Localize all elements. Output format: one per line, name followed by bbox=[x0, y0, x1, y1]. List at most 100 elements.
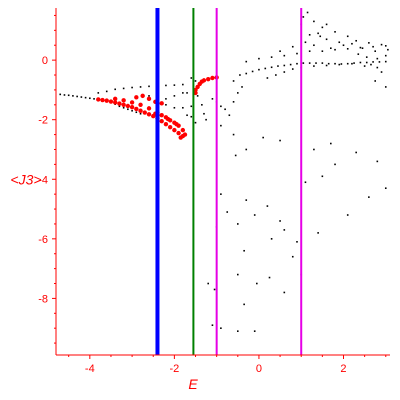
black-data-point bbox=[173, 95, 176, 97]
black-data-point bbox=[363, 65, 366, 67]
black-data-point bbox=[359, 61, 362, 64]
black-data-point bbox=[131, 109, 133, 112]
black-data-point bbox=[330, 142, 332, 145]
red-data-point bbox=[129, 104, 135, 110]
black-data-point bbox=[236, 92, 239, 94]
black-data-point bbox=[374, 80, 377, 82]
red-data-point bbox=[108, 99, 114, 104]
black-data-point bbox=[186, 114, 188, 117]
black-data-point bbox=[228, 114, 231, 117]
black-data-point bbox=[173, 84, 176, 86]
black-data-point bbox=[351, 62, 353, 65]
red-data-point bbox=[146, 106, 152, 111]
black-data-point bbox=[374, 50, 377, 52]
black-data-point bbox=[139, 86, 142, 88]
black-data-point bbox=[80, 96, 83, 98]
black-data-point bbox=[135, 111, 138, 114]
black-data-point bbox=[118, 105, 121, 108]
black-data-point bbox=[380, 71, 383, 73]
black-data-point bbox=[243, 249, 245, 252]
black-data-point bbox=[384, 54, 387, 57]
red-data-point bbox=[174, 121, 179, 127]
black-data-point bbox=[306, 11, 309, 14]
black-data-point bbox=[224, 108, 226, 111]
black-data-point bbox=[378, 61, 381, 63]
y-tick-label: -4 bbox=[38, 174, 48, 186]
red-data-point bbox=[138, 102, 143, 108]
black-data-point bbox=[279, 220, 281, 222]
black-data-point bbox=[232, 80, 235, 82]
black-data-point bbox=[304, 181, 307, 184]
red-data-point bbox=[112, 96, 118, 102]
black-data-point bbox=[270, 56, 273, 58]
black-data-point bbox=[122, 106, 125, 109]
x-tick-label: 0 bbox=[256, 363, 262, 375]
x-tick-label: -2 bbox=[169, 363, 179, 375]
black-data-point bbox=[201, 104, 203, 106]
red-data-point bbox=[129, 100, 135, 105]
red-data-point bbox=[140, 93, 145, 99]
black-data-point bbox=[334, 62, 336, 65]
black-data-point bbox=[334, 48, 336, 51]
black-data-point bbox=[268, 276, 271, 279]
black-data-point bbox=[334, 163, 336, 166]
black-data-point bbox=[308, 34, 311, 36]
black-data-point bbox=[122, 87, 125, 90]
red-data-point bbox=[163, 121, 169, 127]
black-data-point bbox=[283, 291, 286, 294]
y-tick-label: -6 bbox=[38, 234, 48, 246]
black-data-point bbox=[72, 95, 74, 97]
red-data-point bbox=[206, 76, 211, 82]
black-data-point bbox=[148, 85, 150, 88]
black-data-point bbox=[105, 90, 108, 93]
black-data-point bbox=[76, 95, 78, 98]
red-data-point bbox=[210, 75, 215, 81]
red-data-point bbox=[172, 127, 177, 133]
black-data-point bbox=[308, 50, 311, 52]
black-data-point bbox=[236, 273, 239, 276]
black-data-point bbox=[205, 118, 207, 121]
black-data-point bbox=[340, 63, 343, 65]
red-data-point bbox=[146, 112, 152, 117]
black-data-point bbox=[236, 223, 239, 225]
black-data-point bbox=[355, 151, 357, 154]
black-data-point bbox=[270, 66, 273, 69]
x-tick-label: -4 bbox=[85, 363, 95, 375]
black-data-point bbox=[93, 98, 95, 100]
black-data-point bbox=[321, 26, 324, 29]
black-data-point bbox=[315, 62, 317, 64]
black-data-point bbox=[291, 68, 294, 70]
black-data-point bbox=[313, 44, 315, 47]
red-data-point bbox=[159, 113, 164, 118]
black-data-point bbox=[387, 48, 389, 51]
black-data-point bbox=[283, 64, 286, 67]
black-data-point bbox=[245, 199, 248, 201]
black-data-point bbox=[384, 60, 387, 63]
red-data-point bbox=[121, 98, 126, 103]
black-data-point bbox=[264, 67, 267, 70]
black-data-point bbox=[296, 241, 298, 243]
black-data-point bbox=[67, 94, 70, 97]
black-data-point bbox=[313, 148, 315, 151]
black-data-point bbox=[182, 92, 184, 94]
red-data-point bbox=[117, 101, 122, 106]
black-data-point bbox=[186, 92, 188, 94]
black-data-point bbox=[253, 214, 256, 216]
black-data-point bbox=[308, 62, 311, 64]
black-data-point bbox=[380, 43, 383, 46]
black-data-point bbox=[384, 187, 387, 190]
black-data-point bbox=[226, 211, 229, 213]
black-data-point bbox=[325, 64, 328, 67]
black-data-point bbox=[165, 104, 167, 106]
red-data-point bbox=[96, 97, 101, 102]
black-data-point bbox=[365, 61, 368, 64]
black-data-point bbox=[266, 205, 269, 207]
black-data-point bbox=[84, 96, 87, 99]
black-data-point bbox=[279, 139, 281, 142]
red-data-point bbox=[146, 96, 152, 102]
black-data-point bbox=[196, 95, 199, 97]
black-data-point bbox=[194, 80, 197, 82]
black-data-point bbox=[245, 72, 248, 75]
black-data-point bbox=[266, 77, 269, 79]
